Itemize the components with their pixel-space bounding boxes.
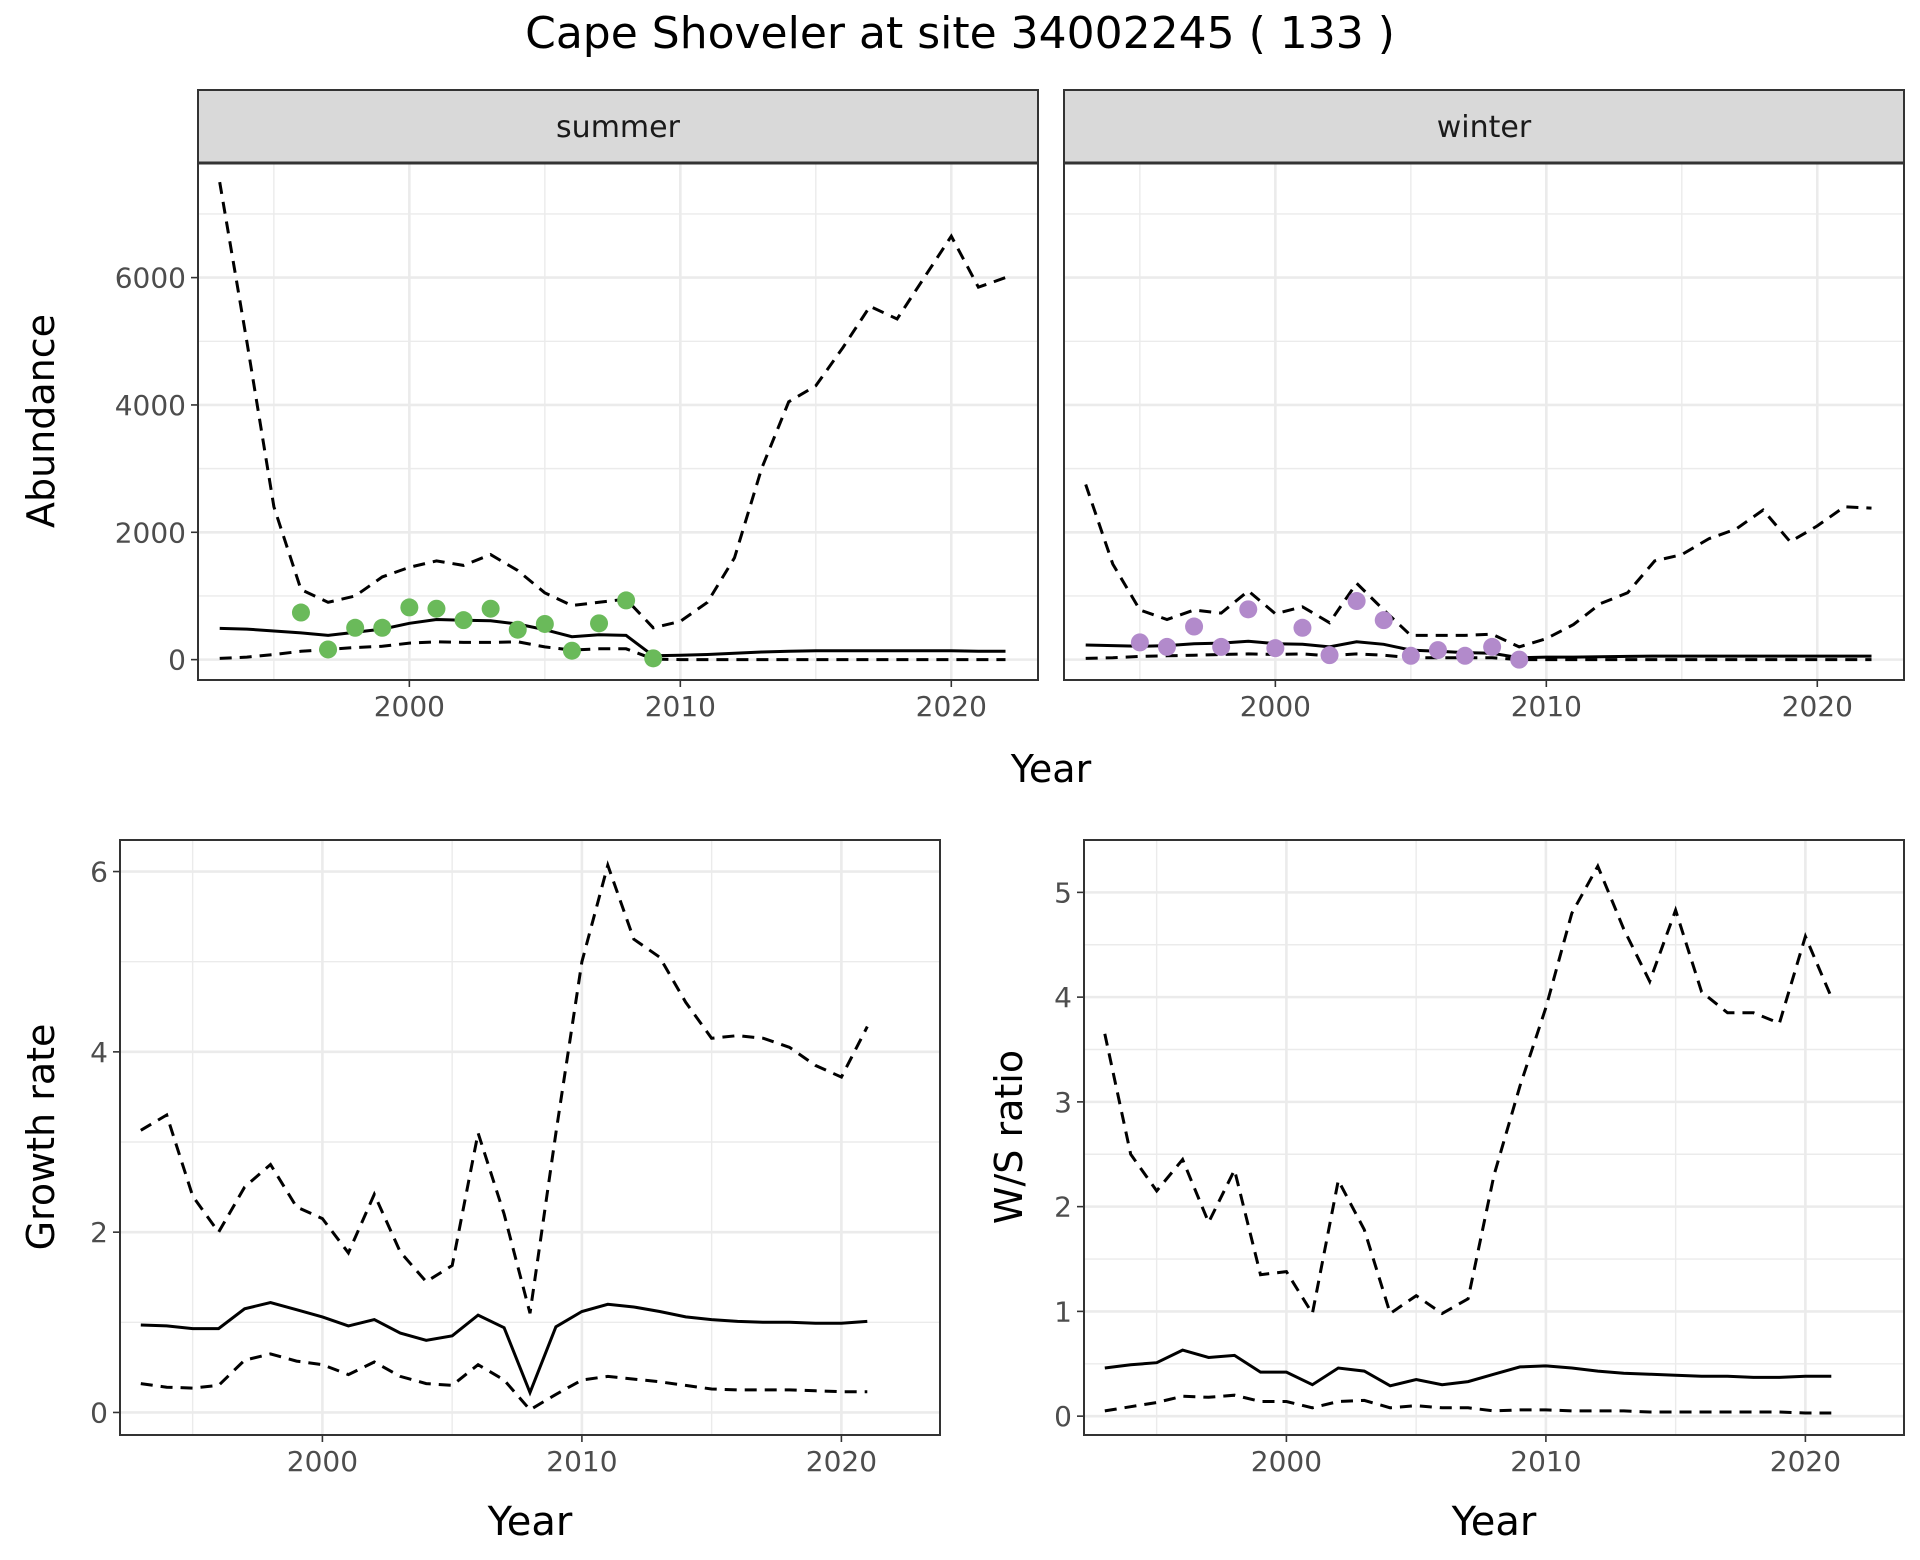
upper-bound-line [1084, 484, 1872, 649]
lower-bound-line [219, 640, 1006, 662]
y-tick-label: 2 [1054, 1191, 1072, 1224]
observed-point [1456, 646, 1475, 665]
observed-point [291, 603, 310, 622]
x-tick-label: 2020 [916, 690, 987, 723]
panel-border [1083, 839, 1905, 1436]
y-tick-label: 0 [168, 644, 186, 677]
observed-point [1510, 650, 1529, 669]
x-tick-label: 2000 [1240, 690, 1311, 723]
observed-point [590, 614, 609, 633]
lower-bound-line [140, 1352, 868, 1412]
facet-strip [197, 89, 1039, 164]
observed-point [644, 649, 663, 668]
observed-point [1266, 639, 1285, 658]
x-tick-label: 2010 [645, 690, 716, 723]
observed-point [1401, 646, 1420, 665]
panel-border [197, 162, 1039, 681]
x-tick-label: 2010 [1511, 690, 1582, 723]
panel-background [1064, 163, 1904, 680]
growth-y-axis-label: Growth rate [19, 1024, 63, 1251]
upper-bound-line [140, 860, 869, 1314]
observed-point [400, 598, 419, 617]
upper-bound-line [218, 181, 1007, 630]
y-tick-label: 0 [1054, 1400, 1072, 1433]
facet-strip-label: winter [1437, 110, 1532, 145]
facet-strip [1063, 89, 1905, 164]
x-tick-label: 2000 [287, 1445, 358, 1478]
observed-point [1212, 637, 1231, 656]
y-tick-label: 5 [1054, 876, 1072, 909]
y-tick-label: 3 [1054, 1086, 1072, 1119]
observed-point [1185, 617, 1204, 636]
observed-point [481, 599, 500, 618]
observed-point [562, 641, 581, 660]
x-tick-label: 2000 [374, 690, 445, 723]
abundance-panel-winter: 2000 2010 2020 winter [1063, 89, 1905, 723]
observed-point [1428, 641, 1447, 660]
ratio-y-axis-label: W/S ratio [987, 1050, 1031, 1224]
observed-point [1483, 637, 1502, 656]
observed-point [1320, 646, 1339, 665]
observed-point [1374, 611, 1393, 630]
abundance-panel-summer: 2000 2010 2020 0 2000 4000 6000 summer [115, 89, 1039, 723]
x-tick-label: 2020 [1782, 690, 1853, 723]
observed-point [1157, 637, 1176, 656]
panel-background [1084, 840, 1904, 1435]
ratio-x-axis-label: Year [1451, 1499, 1537, 1545]
observed-point [1347, 592, 1366, 611]
panel-border [1063, 162, 1905, 681]
abundance-x-axis-label: Year [1010, 747, 1092, 791]
x-tick-label: 2000 [1251, 1445, 1322, 1478]
x-tick-label: 2020 [1770, 1445, 1841, 1478]
panel-border [119, 839, 941, 1436]
x-tick-label: 2020 [806, 1445, 877, 1478]
panel-background [198, 163, 1038, 680]
lower-bound-line [1104, 1393, 1832, 1415]
x-tick-label: 2010 [1510, 1445, 1581, 1478]
observed-point [319, 640, 338, 659]
observed-point [535, 614, 554, 633]
mean-line [140, 1300, 868, 1397]
abundance-y-axis-label: Abundance [19, 314, 63, 528]
observed-point [508, 620, 527, 639]
growth-x-axis-label: Year [487, 1499, 573, 1545]
observed-point [454, 611, 473, 630]
y-tick-label: 6 [90, 856, 108, 889]
ws-ratio-panel: 2000 2010 2020 0 1 2 3 4 5 [1054, 839, 1905, 1478]
y-tick-label: 2000 [115, 516, 186, 549]
y-tick-label: 4000 [115, 389, 186, 422]
observed-point [427, 599, 446, 618]
observed-point [346, 618, 365, 637]
observed-point [1130, 633, 1149, 652]
panel-background [120, 840, 940, 1435]
facet-strip-label: summer [556, 110, 681, 145]
observed-point [617, 591, 636, 610]
y-tick-label: 4 [90, 1036, 108, 1069]
observed-point [1239, 600, 1258, 619]
y-tick-label: 1 [1054, 1295, 1072, 1328]
y-tick-label: 4 [1054, 981, 1072, 1014]
x-tick-label: 2010 [546, 1445, 617, 1478]
growth-rate-panel: 2000 2010 2020 0 2 4 6 [90, 839, 941, 1478]
y-tick-label: 0 [90, 1396, 108, 1429]
observed-point [373, 618, 392, 637]
y-tick-label: 6000 [115, 262, 186, 295]
upper-bound-line [1103, 862, 1833, 1318]
y-tick-label: 2 [90, 1216, 108, 1249]
figure-title: Cape Shoveler at site 34002245 ( 133 ) [525, 8, 1395, 59]
mean-line [1104, 1348, 1832, 1388]
observed-point [1293, 618, 1312, 637]
